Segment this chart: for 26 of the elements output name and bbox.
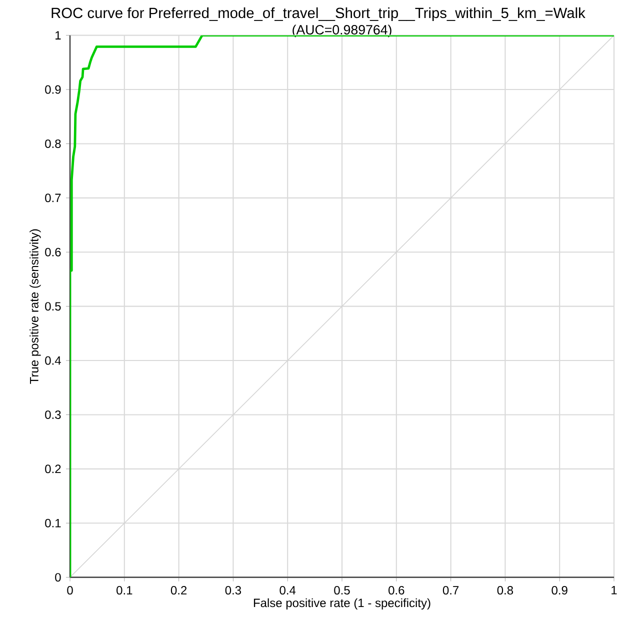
y-axis-title: True positive rate (sensitivity) [30,229,41,384]
x-tick-label: 0.9 [552,586,568,595]
y-tick-label: 0.2 [45,464,61,474]
x-tick-label: 0.7 [442,586,459,595]
x-tick-label: 0.1 [116,586,132,595]
x-tick-label: 1 [612,586,617,594]
y-tick-label: 0.8 [45,139,61,148]
x-tick-label: 0.4 [280,586,296,595]
chart-title: ROC curve for Preferred_mode_of_travel__Short_trip__Trips_within_5_km_=Walk [52,7,586,22]
x-axis-title: False positive rate (1 - specificity) [254,598,430,610]
y-tick-label: 0.3 [45,410,61,419]
y-tick-label: 1 [56,31,61,40]
x-tick-label: 0.8 [497,586,514,595]
x-tick-label: 0 [67,586,73,595]
x-tick-label: 0.3 [225,586,242,595]
chart-subtitle: (AUC=0.989764) [292,24,392,38]
x-tick-label: 0.6 [388,586,404,595]
y-tick-label: 0.6 [45,248,61,256]
y-tick-label: 0 [55,573,61,582]
y-tick-label: 0.5 [45,302,61,311]
y-tick-label: 0.4 [45,356,61,365]
x-tick-label: 0.2 [170,586,187,595]
x-tick-label: 0.5 [334,586,350,595]
y-tick-label: 0.7 [45,194,61,202]
y-tick-label: 0.1 [45,518,61,528]
y-tick-label: 0.9 [45,85,61,94]
